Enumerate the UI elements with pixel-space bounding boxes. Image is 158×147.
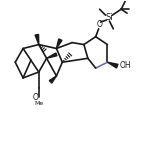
Polygon shape	[107, 62, 118, 68]
Polygon shape	[56, 39, 62, 49]
Text: O: O	[97, 20, 103, 29]
Polygon shape	[49, 76, 56, 83]
Polygon shape	[35, 34, 39, 45]
Text: Me: Me	[34, 101, 43, 106]
Text: O: O	[33, 93, 39, 102]
Text: Si: Si	[106, 13, 113, 22]
Text: OH: OH	[119, 61, 131, 70]
Polygon shape	[47, 53, 57, 58]
